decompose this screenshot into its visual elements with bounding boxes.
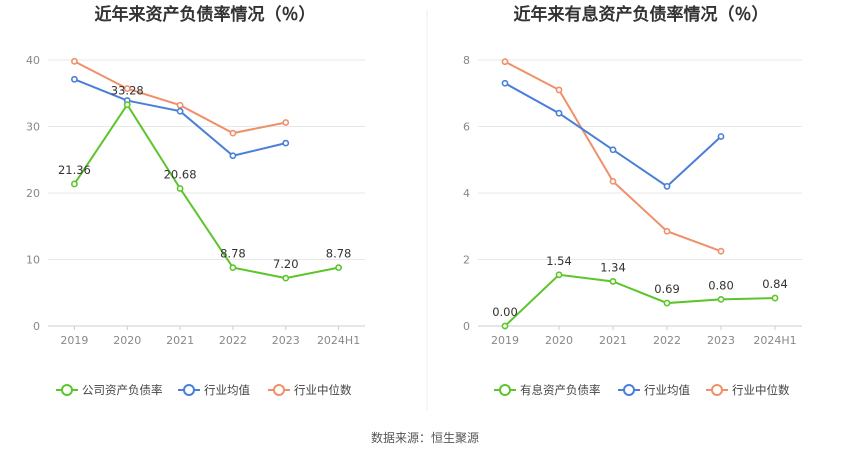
y-tick-label: 20 — [26, 187, 40, 200]
data-point — [282, 274, 290, 282]
data-point — [501, 79, 509, 87]
data-point — [717, 247, 725, 255]
x-tick-label: 2024H1 — [753, 334, 796, 347]
chart-title: 近年来有息资产负债率情况（％） — [514, 4, 769, 25]
legend-item-1[interactable]: 公司资产负债率 — [56, 383, 163, 397]
data-point — [663, 182, 671, 190]
x-tick-label: 2020 — [545, 334, 573, 347]
data-label: 0.00 — [492, 305, 518, 319]
data-point — [282, 139, 290, 147]
data-label: 20.68 — [164, 167, 197, 181]
data-point — [609, 177, 617, 185]
data-point — [663, 299, 671, 307]
x-tick-label: 2022 — [219, 334, 247, 347]
data-label: 7.20 — [273, 257, 299, 271]
legend-marker — [273, 384, 285, 396]
data-point — [229, 264, 237, 272]
data-point — [229, 152, 237, 160]
legend-label: 行业中位数 — [732, 383, 790, 397]
data-point — [501, 58, 509, 66]
data-point — [71, 180, 78, 188]
data-point — [282, 119, 290, 126]
data-point — [555, 109, 563, 117]
data-label: 0.80 — [708, 278, 734, 292]
y-tick-label: 8 — [463, 54, 470, 67]
data-point — [501, 322, 509, 330]
data-point — [663, 227, 671, 235]
y-tick-label: 6 — [463, 121, 470, 134]
chart-title: 近年来资产负债率情况（％） — [95, 4, 316, 25]
data-point — [555, 271, 563, 279]
legend-item-2[interactable]: 行业均值 — [618, 383, 690, 397]
series-line-1 — [73, 102, 339, 280]
data-label: 21.36 — [58, 163, 91, 177]
x-tick-label: 2021 — [166, 334, 194, 347]
y-tick-label: 10 — [26, 254, 40, 267]
data-point — [123, 101, 131, 109]
legend-label: 行业均值 — [204, 383, 250, 397]
y-tick-label: 0 — [33, 320, 40, 333]
data-label: 1.34 — [600, 260, 626, 274]
legend-item-2[interactable]: 行业均值 — [178, 383, 250, 397]
data-label: 0.84 — [762, 277, 788, 291]
data-label: 8.78 — [220, 247, 246, 261]
legend-item-1[interactable]: 有息资产负债率 — [494, 383, 601, 397]
chart-panel-2: 近年来有息资产负债率情况（％） 0 2 4 6 8 2019 2020 2021 2022 2023… — [463, 4, 802, 397]
chart-panel-1: 近年来资产负债率情况（％） 0 10 20 30 40 2019 2020 2021 2022 20… — [26, 4, 365, 397]
data-point — [123, 85, 131, 92]
x-tick-label: 2023 — [272, 334, 300, 347]
y-tick-label: 2 — [463, 254, 470, 267]
series-line-1 — [504, 273, 776, 327]
data-label: 0.69 — [654, 282, 680, 296]
data-point — [71, 57, 78, 65]
legend-marker — [623, 384, 635, 396]
legend-marker — [499, 384, 511, 396]
x-tick-label: 2024H1 — [317, 334, 360, 347]
x-tick-label: 2021 — [599, 334, 627, 347]
legend-marker — [711, 384, 723, 396]
data-source-note: 数据来源：恒生聚源 — [371, 430, 479, 445]
data-point — [555, 86, 563, 94]
x-tick-label: 2023 — [707, 334, 735, 347]
data-point — [176, 107, 184, 115]
data-point — [717, 295, 725, 303]
legend-label: 公司资产负债率 — [82, 383, 163, 397]
data-point — [229, 129, 237, 137]
data-point — [609, 146, 617, 154]
legend-label: 行业中位数 — [294, 383, 352, 397]
legend-item-3[interactable]: 行业中位数 — [268, 383, 352, 397]
y-tick-label: 30 — [26, 121, 40, 134]
x-tick-label: 2022 — [653, 334, 681, 347]
x-tick-label: 2019 — [60, 334, 88, 347]
legend-label: 行业均值 — [644, 383, 690, 397]
data-point — [771, 294, 779, 302]
legend-label: 有息资产负债率 — [520, 383, 601, 397]
legend-item-3[interactable]: 行业中位数 — [706, 383, 790, 397]
data-label: 33.28 — [111, 84, 144, 98]
x-tick-label: 2020 — [113, 334, 141, 347]
y-tick-label: 40 — [26, 54, 40, 67]
x-tick-label: 2019 — [491, 334, 519, 347]
data-label: 8.78 — [326, 247, 352, 261]
legend-marker — [183, 384, 195, 396]
data-point — [609, 278, 617, 285]
y-tick-label: 4 — [463, 187, 470, 200]
data-point — [335, 264, 342, 272]
y-tick-label: 0 — [463, 320, 470, 333]
data-point — [71, 75, 78, 83]
data-point — [176, 185, 184, 192]
legend-marker — [61, 384, 73, 396]
data-point — [717, 133, 725, 140]
data-label: 1.54 — [546, 254, 572, 268]
